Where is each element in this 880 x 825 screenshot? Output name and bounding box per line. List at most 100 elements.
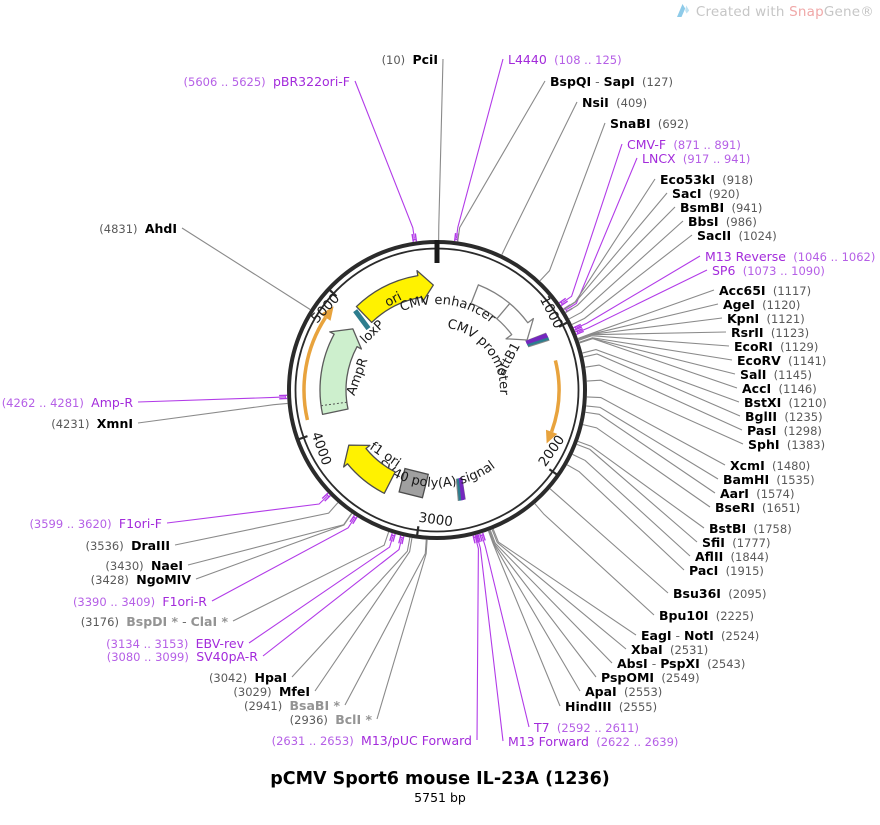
site-label-amp-r: (4262 .. 4281) Amp-R [2, 395, 134, 410]
site-label-bpu10i: Bpu10I (2225) [659, 608, 754, 623]
site-label-ebv-rev: (3134 .. 3153) EBV-rev [106, 636, 244, 651]
site-label-agei: AgeI (1120) [723, 297, 800, 312]
site-label-cmv-f: CMV-F (871 .. 891) [627, 137, 741, 152]
leader-xcmi [586, 396, 726, 466]
site-label-snabi: SnaBI (692) [610, 116, 689, 131]
cluster-mark [455, 478, 462, 501]
site-label-m13-puc-forward: (2631 .. 2653) M13/pUC Forward [272, 733, 472, 748]
site-label-mfei: (3029) MfeI [233, 684, 310, 699]
leader-sphi [586, 379, 744, 445]
site-label-bglii: BglII (1235) [745, 409, 823, 424]
leader-snabi [539, 122, 606, 282]
leader-lines [137, 58, 744, 742]
site-label-apai: ApaI (2553) [585, 684, 662, 699]
leader-saci [563, 192, 668, 311]
site-cluster-attb1 [525, 332, 550, 348]
site-label-ahdi: (4831) AhdI [99, 221, 177, 236]
site-label-bseri: BseRI (1651) [715, 500, 800, 515]
site-label-pcii: (10) PciI [382, 52, 438, 67]
leader-cmv-f [562, 143, 623, 304]
leader-ahdi [181, 227, 311, 311]
leader-xbai [491, 529, 627, 650]
leader-ebv-rev [248, 536, 394, 644]
direction-arc-ampr-arc [302, 316, 327, 421]
leader-aari [585, 411, 716, 494]
site-label-acci: AccI (1146) [742, 381, 817, 396]
site-label-bsabi: (2941) BsaBI * [244, 698, 340, 713]
feature-ampr [319, 328, 363, 416]
site-label-pbr322ori-f: (5606 .. 5625) pBR322ori-F [184, 74, 350, 89]
site-label-f1ori-f: (3599 .. 3620) F1ori-F [29, 516, 162, 531]
site-label-t7: T7 (2592 .. 2611) [533, 720, 639, 735]
leader-sv40pa-r [262, 538, 403, 657]
direction-arrowhead-insert-arc [545, 429, 558, 444]
leader-bseri [582, 424, 711, 508]
leader-bstbi [577, 440, 705, 529]
leader-sp6 [578, 269, 708, 333]
site-label-eagi-noti: EagI - NotI (2524) [641, 628, 759, 643]
site-label-rsrii: RsrII (1123) [731, 325, 809, 340]
feature-f1-ori [343, 444, 396, 494]
scale-label: 3000 [418, 510, 454, 531]
leader-aflii [572, 453, 691, 557]
leader-pasi [585, 364, 743, 431]
leader-lncx [566, 157, 638, 310]
site-label-m13-reverse: M13 Reverse (1046 .. 1062) [705, 249, 875, 264]
leader-hpai [291, 537, 411, 678]
site-label-l4440: L4440 (108 .. 125) [508, 52, 622, 67]
leader-m13-puc-forward [475, 537, 479, 741]
leader-sfii [576, 443, 698, 543]
leader-bglii [583, 353, 741, 417]
title-block: pCMV Sport6 mouse IL-23A (1236) 5751 bp [0, 769, 880, 805]
scale-label: 5000 [308, 291, 343, 327]
plasmid-size: 5751 bp [414, 790, 466, 805]
leader-bamhi [586, 405, 719, 480]
leader-xmni [137, 402, 288, 424]
site-cluster-attb2 [455, 477, 466, 502]
primer-range-tick [401, 536, 405, 545]
plasmid-title: pCMV Sport6 mouse IL-23A (1236) [270, 769, 610, 789]
leader-f1ori-f [166, 495, 328, 524]
feature-label-ori: ori [382, 289, 404, 310]
site-label-m13-forward: M13 Forward (2622 .. 2639) [508, 734, 678, 749]
leader-l4440 [455, 58, 504, 239]
scale-label: 4000 [308, 430, 335, 468]
site-label-ecorv: EcoRV (1141) [737, 353, 826, 368]
leader-bsmbi [565, 206, 676, 314]
site-label-kpni: KpnI (1121) [727, 311, 805, 326]
site-label-lncx: LNCX (917 .. 941) [642, 151, 750, 166]
primer-range-tick [411, 233, 415, 242]
site-label-naei: (3430) NaeI [105, 558, 183, 573]
primer-range-tick [573, 323, 582, 329]
site-label-bspqi-sapi: BspQI - SapI (127) [550, 74, 673, 89]
leader-nsii [501, 101, 578, 255]
leader-bsu36i [549, 488, 669, 594]
scale-tick [415, 526, 420, 537]
site-label-ecori: EcoRI (1129) [734, 339, 818, 354]
primer-range-tick [324, 495, 331, 502]
site-label-bstxi: BstXI (1210) [744, 395, 827, 410]
primer-range-tick [482, 532, 486, 541]
primer-range-tick [475, 534, 480, 543]
site-label-paci: PacI (1915) [689, 563, 764, 578]
site-label-bamhi: BamHI (1535) [723, 472, 815, 487]
snapgene-logo-icon [676, 4, 690, 17]
feature-loxp [353, 309, 371, 331]
feature-dotted-divider [320, 401, 347, 407]
leader-pbr322ori-f [354, 80, 415, 239]
site-label-nsii: NsiI (409) [582, 95, 647, 110]
leader-f1ori-r [211, 518, 355, 602]
site-label-xbai: XbaI (2531) [631, 642, 708, 657]
primer-range-tick [560, 300, 569, 307]
site-labels: (10) PciI L4440 (108 .. 125) (5606 .. 5625… [2, 52, 876, 749]
site-label-f1ori-r: (3390 .. 3409) F1ori-R [73, 594, 207, 609]
scale-tick [548, 468, 559, 476]
site-label-xcmi: XcmI (1480) [730, 458, 810, 473]
site-label-pspomi: PspOMI (2549) [601, 670, 700, 685]
site-label-absi-pspxi: AbsI - PspXI (2543) [617, 656, 745, 671]
leader-pcii [438, 58, 444, 241]
leader-bbsi [568, 220, 684, 320]
